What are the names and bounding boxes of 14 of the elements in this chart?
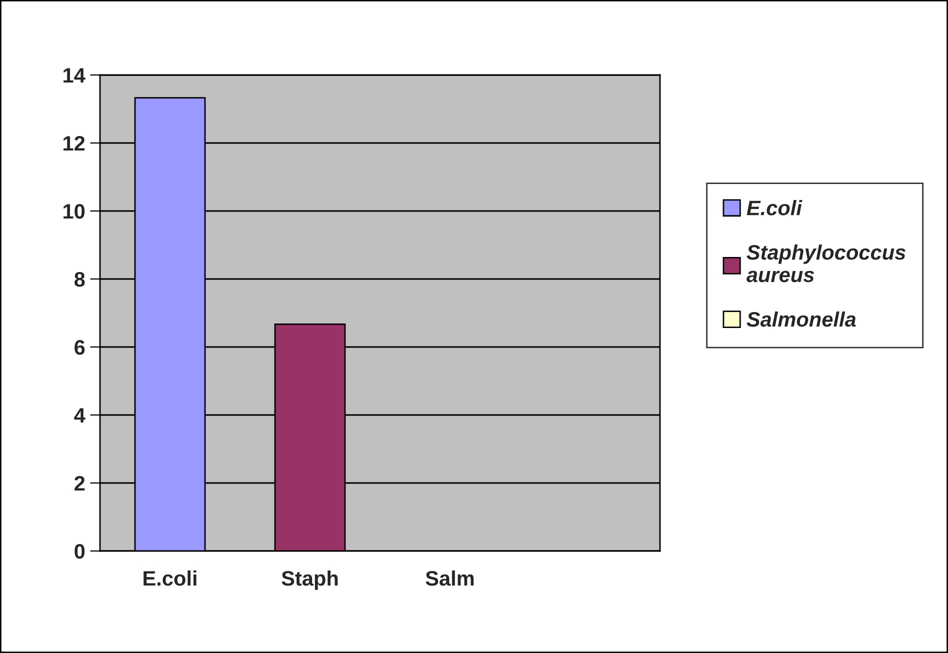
x-tick-label: E.coli <box>144 570 196 586</box>
y-tick-label: 12 <box>64 136 85 151</box>
x-tick-label: Staph <box>282 570 338 590</box>
y-tick-label: 10 <box>64 204 85 219</box>
y-tick-label: 2 <box>74 476 85 491</box>
x-tick-label: Salm <box>426 570 474 586</box>
y-tick-label: 0 <box>74 544 85 559</box>
y-tick-label: 6 <box>74 340 85 355</box>
y-tick-label: 8 <box>74 272 85 287</box>
y-tick-label: 14 <box>64 68 86 83</box>
legend-label: Salmonella <box>746 311 856 327</box>
legend-label: E.coli <box>746 200 802 216</box>
legend-label: Staphylococcus aureus <box>746 244 906 282</box>
y-tick-label: 4 <box>74 408 86 423</box>
